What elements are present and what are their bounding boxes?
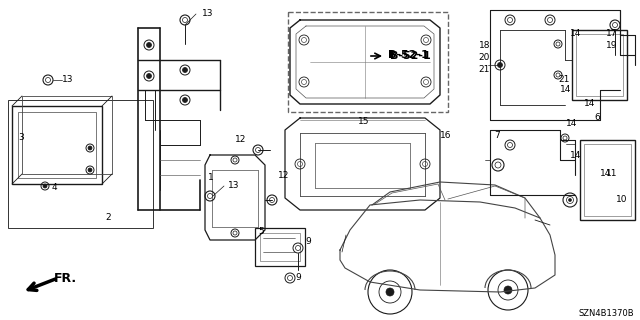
Text: 4: 4 — [52, 183, 58, 193]
Circle shape — [88, 146, 92, 150]
Circle shape — [147, 74, 152, 78]
Bar — [584, 144, 631, 216]
Text: 20: 20 — [479, 53, 490, 62]
Text: 13: 13 — [202, 10, 214, 19]
Text: 14: 14 — [584, 100, 595, 108]
Bar — [576, 34, 623, 96]
Bar — [18, 112, 96, 178]
Bar — [580, 140, 635, 220]
Bar — [22, 96, 112, 174]
Text: 21: 21 — [479, 66, 490, 75]
Text: 2: 2 — [105, 213, 111, 222]
Text: 14: 14 — [570, 151, 581, 161]
Circle shape — [147, 43, 152, 47]
Bar — [255, 228, 305, 266]
Text: 9: 9 — [295, 274, 301, 283]
Text: 21: 21 — [558, 76, 570, 84]
Text: 17: 17 — [606, 29, 618, 38]
Circle shape — [43, 184, 47, 188]
Circle shape — [504, 286, 512, 294]
Circle shape — [88, 168, 92, 172]
Text: 10: 10 — [616, 196, 627, 204]
Circle shape — [568, 198, 572, 202]
Bar — [12, 106, 102, 184]
Text: 13: 13 — [62, 76, 74, 84]
Text: B-52-1: B-52-1 — [390, 51, 431, 61]
Text: FR.: FR. — [54, 271, 77, 284]
Text: 16: 16 — [440, 132, 451, 140]
Text: 19: 19 — [606, 42, 618, 51]
Text: SZN4B1370B: SZN4B1370B — [579, 308, 634, 317]
Text: 6: 6 — [594, 114, 600, 123]
Text: 5: 5 — [258, 228, 264, 236]
Text: 9: 9 — [305, 237, 311, 246]
Text: 3: 3 — [18, 133, 24, 142]
Bar — [260, 233, 300, 261]
Bar — [572, 30, 627, 100]
Text: 7: 7 — [494, 132, 500, 140]
Text: 14: 14 — [560, 85, 572, 94]
Text: 1: 1 — [208, 173, 214, 182]
Text: 14: 14 — [600, 170, 611, 179]
Text: 14: 14 — [566, 119, 577, 129]
Circle shape — [386, 288, 394, 296]
Bar — [8, 100, 153, 228]
Text: 18: 18 — [479, 42, 490, 51]
Text: 15: 15 — [358, 117, 369, 126]
Text: 14: 14 — [570, 29, 581, 38]
Circle shape — [182, 98, 188, 102]
Circle shape — [182, 68, 188, 73]
Text: 12: 12 — [278, 171, 289, 180]
Text: 13: 13 — [228, 181, 239, 190]
Circle shape — [497, 62, 502, 68]
Bar — [288, 12, 448, 112]
Text: B-52-1: B-52-1 — [388, 50, 429, 60]
Text: 12: 12 — [235, 135, 246, 145]
Text: 11: 11 — [606, 170, 618, 179]
